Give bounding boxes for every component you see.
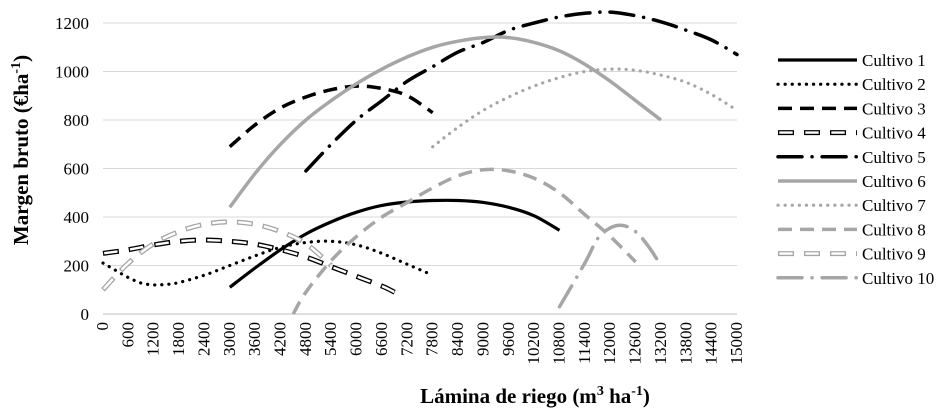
- series-5: [304, 10, 739, 173]
- y-tick-label: 200: [64, 257, 90, 276]
- series-2: [101, 239, 435, 287]
- x-tick-label: 10200: [524, 322, 543, 365]
- series-line: [228, 198, 561, 289]
- series-line: [102, 237, 396, 295]
- x-tick-label: 7200: [397, 322, 416, 356]
- legend-item: Cultivo 6: [778, 172, 926, 191]
- x-tick-label: 6000: [347, 322, 366, 356]
- legend-label: Cultivo 6: [862, 172, 926, 191]
- x-tick-label: 4200: [271, 322, 290, 356]
- series-line: [228, 35, 662, 209]
- x-tick-label: 15000: [727, 322, 746, 365]
- x-tick-label: 7800: [423, 322, 442, 356]
- y-tick-label: 400: [64, 208, 90, 227]
- x-tick-label: 13200: [651, 322, 670, 365]
- legend-item: Cultivo 7: [776, 196, 926, 215]
- y-axis-title: Margen bruto (€ha-1): [9, 55, 33, 245]
- x-axis-ticks: 0 600 1200 1800 2400 3000 3600 4200 4800 5400 6000…: [93, 322, 746, 365]
- series-line: [101, 239, 435, 287]
- series-line: [228, 84, 434, 149]
- x-tick-label: 9600: [499, 322, 518, 356]
- series-8: [291, 167, 637, 315]
- y-tick-label: 0: [81, 305, 90, 324]
- series-4: [102, 237, 396, 295]
- x-tick-label: 1200: [144, 322, 163, 356]
- x-tick-label: 5400: [321, 322, 340, 356]
- legend-label: Cultivo 3: [862, 99, 926, 118]
- series-line: [557, 223, 663, 309]
- x-tick-label: 11400: [575, 322, 594, 364]
- x-tick-label: 0: [93, 322, 112, 331]
- series-10: [557, 223, 663, 309]
- x-tick-label: 6600: [372, 322, 391, 356]
- plot-area: [101, 10, 739, 315]
- legend-item: Cultivo 8: [778, 220, 926, 239]
- legend-item: Cultivo 3: [778, 99, 926, 118]
- x-tick-label: 10800: [549, 322, 568, 365]
- grid-lines: [103, 22, 737, 315]
- legend-label: Cultivo 1: [862, 51, 926, 70]
- series-line: [304, 10, 739, 173]
- legend-item: Cultivo 1: [778, 51, 926, 70]
- legend-label: Cultivo 2: [862, 75, 926, 94]
- legend-label: Cultivo 5: [862, 148, 926, 167]
- series-9: [101, 219, 333, 292]
- legend-item: Cultivo 2: [776, 75, 926, 94]
- series-6: [228, 35, 662, 209]
- x-tick-label: 3600: [245, 322, 264, 356]
- series-line: [291, 167, 637, 315]
- x-tick-label: 1800: [169, 322, 188, 356]
- y-tick-label: 1000: [55, 63, 89, 82]
- y-tick-label: 600: [64, 160, 90, 179]
- x-tick-label: 12000: [600, 322, 619, 365]
- series-1: [228, 198, 561, 289]
- x-tick-label: 13800: [676, 322, 695, 365]
- legend-item: Cultivo 5: [776, 148, 926, 167]
- legend-label: Cultivo 10: [862, 269, 934, 288]
- legend-label: Cultivo 8: [862, 220, 926, 239]
- series-line-inner: [102, 220, 332, 291]
- legend-label: Cultivo 9: [862, 245, 926, 264]
- series-line: [431, 67, 739, 149]
- x-tick-label: 2400: [194, 322, 213, 356]
- x-tick-label: 4800: [296, 322, 315, 356]
- x-tick-label: 9000: [473, 322, 492, 356]
- legend: Cultivo 1 Cultivo 2 Cultivo 3 Cultivo 4 Cult…: [776, 51, 934, 288]
- y-axis-ticks: 0 200 400 600 800 1000 1200: [55, 14, 89, 324]
- x-tick-label: 3000: [220, 322, 239, 356]
- legend-item: Cultivo 9: [778, 245, 926, 264]
- x-tick-label: 12600: [626, 322, 645, 365]
- x-tick-label: 8400: [448, 322, 467, 356]
- legend-item: Cultivo 10: [776, 269, 934, 288]
- y-tick-label: 800: [64, 111, 90, 130]
- x-tick-label: 14400: [702, 322, 721, 365]
- legend-label: Cultivo 7: [862, 196, 926, 215]
- y-tick-label: 1200: [55, 14, 89, 33]
- x-axis-title: Lámina de riego (m3 ha-1): [420, 384, 650, 408]
- legend-item: Cultivo 4: [778, 124, 926, 143]
- x-tick-label: 600: [118, 322, 137, 348]
- series-3: [228, 84, 434, 149]
- series-7: [431, 67, 739, 149]
- legend-label: Cultivo 4: [862, 124, 926, 143]
